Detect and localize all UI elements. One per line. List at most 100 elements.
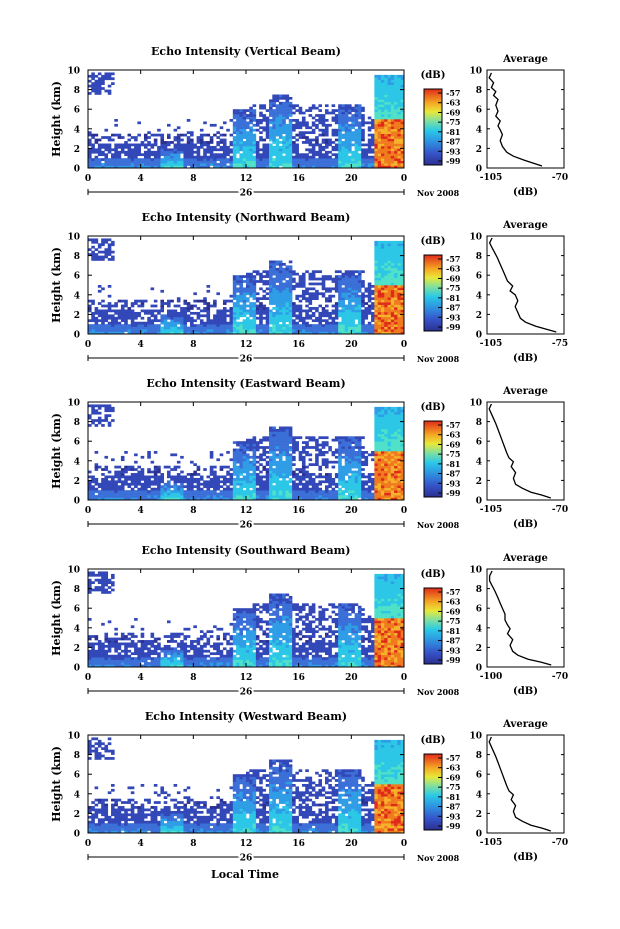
heatmap-cell [262,326,267,330]
heatmap-cell [301,324,306,327]
heatmap-cell [285,148,290,152]
heatmap-cell [357,480,362,484]
heatmap-cell [97,404,102,408]
heatmap-cell [196,158,201,161]
heatmap-cell [331,280,336,283]
heatmap-cell [114,485,118,489]
heatmap-cell [206,163,211,166]
heatmap-cell [308,487,313,491]
heatmap-cell [124,141,128,144]
heatmap-cell [377,128,382,132]
heatmap-cell [377,245,382,249]
heatmap-cell [232,314,237,318]
heatmap-cell [272,492,276,496]
heatmap-cell [390,309,395,313]
heatmap-cell [308,477,313,481]
heatmap-cell [367,158,372,161]
heatmap-cell [140,495,145,498]
heatmap-cell [150,319,155,323]
heatmap-cell [176,165,181,169]
heatmap-cell [295,143,299,147]
heatmap-cell [232,477,237,481]
heatmap-cell [400,272,405,276]
heatmap-cell [325,160,329,164]
heatmap-cell [301,141,306,144]
heatmap-cell [357,133,362,137]
heatmap-cell [305,324,309,327]
heatmap-cell [104,314,109,318]
heatmap-cell [259,280,263,283]
heatmap-cell [252,111,257,115]
heatmap-cell [334,289,339,293]
heatmap-cell [344,487,349,491]
heatmap-cell [272,495,276,498]
heatmap-cell [344,463,349,466]
heatmap-cell [357,485,362,489]
heatmap-cell [325,458,329,462]
heatmap-cell [272,480,276,484]
heatmap-cell [308,163,313,166]
heatmap-cell [180,480,184,484]
heatmap-cell [341,316,346,320]
heatmap-cell [157,468,161,471]
heatmap-cell [311,314,316,318]
heatmap-cell [246,299,250,303]
heatmap-cell [255,480,260,484]
heatmap-cell [190,497,194,501]
heatmap-cell [394,265,398,269]
heatmap-cell [295,490,299,493]
heatmap-cell [275,431,280,435]
heatmap-cell [282,299,286,303]
heatmap-cell [140,497,145,501]
heatmap-cell [282,495,286,498]
heatmap-cell [236,282,240,286]
heatmap-cell [249,141,253,144]
heatmap-cell [186,131,191,134]
heatmap-cell [380,99,385,103]
heatmap-cell [150,150,155,154]
heatmap-cell [282,119,286,122]
heatmap-cell [272,119,276,122]
heatmap-cell [94,495,99,498]
heatmap-cell [269,282,273,286]
heatmap-cell [305,148,309,152]
heatmap-cell [394,145,398,149]
avg-y-tick-label: 4 [476,125,482,135]
heatmap-cell [173,309,178,313]
heatmap-cell [315,458,319,462]
heatmap-cell [384,289,388,293]
heatmap-cell [288,329,293,332]
heatmap-cell [153,163,158,166]
heatmap-cell [249,158,253,161]
heatmap-cell [242,441,247,444]
heatmap-cell [305,126,309,130]
heatmap-cell [288,275,293,278]
heatmap-cell [259,287,263,291]
heatmap-cell [242,289,247,293]
heatmap-cell [193,150,197,154]
heatmap-cell [390,89,395,93]
heatmap-cell [298,458,303,462]
heatmap-cell [265,272,270,276]
heatmap-cell [137,331,141,335]
heatmap-cell [232,473,237,476]
heatmap-cell [94,311,99,315]
heatmap-cell [348,287,352,291]
heatmap-cell [321,128,326,132]
heatmap-cell [301,446,306,449]
heatmap-cell [341,475,346,479]
heatmap-cell [232,324,237,327]
heatmap-cell [153,158,158,161]
heatmap-cell [374,84,378,88]
heatmap-cell [384,128,388,132]
heatmap-cell [140,141,145,144]
heatmap-cell [354,480,359,484]
heatmap-cell [394,282,398,286]
heatmap-cell [163,165,168,169]
heatmap-cell [318,331,323,335]
heatmap-cell [147,490,151,493]
heatmap-cell [282,475,286,479]
heatmap-cell [242,299,247,303]
heatmap-cell [285,104,290,108]
heatmap-cell [311,329,316,332]
